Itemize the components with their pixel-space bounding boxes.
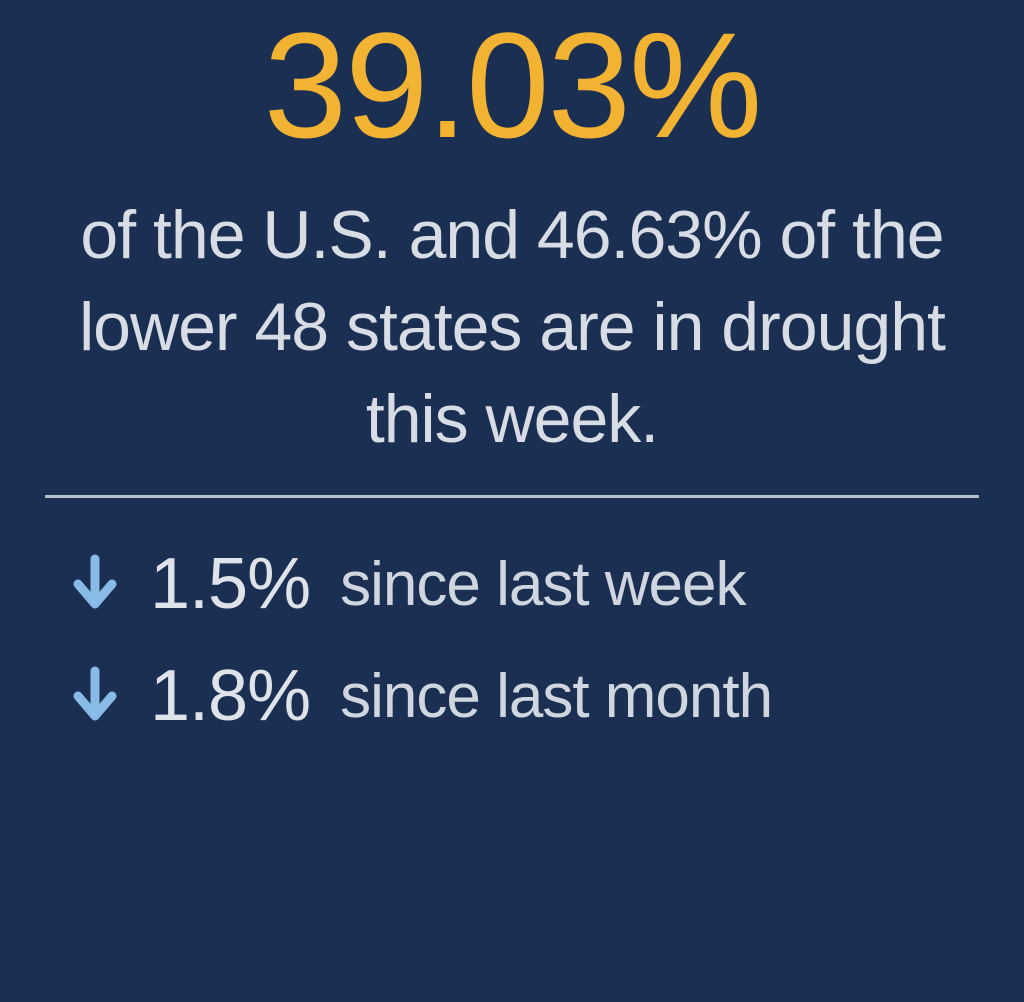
- change-week-label: since last week: [340, 549, 745, 620]
- arrow-down-icon: [70, 554, 120, 614]
- headline-percentage: 39.03%: [45, 10, 979, 160]
- change-week-row: 1.5% since last week: [45, 543, 979, 625]
- change-month-label: since last month: [340, 661, 772, 732]
- change-week-value: 1.5%: [150, 543, 310, 625]
- change-month-value: 1.8%: [150, 655, 310, 737]
- arrow-down-icon: [70, 666, 120, 726]
- description-text: of the U.S. and 46.63% of the lower 48 s…: [45, 190, 979, 465]
- section-divider: [45, 495, 979, 498]
- change-month-row: 1.8% since last month: [45, 655, 979, 737]
